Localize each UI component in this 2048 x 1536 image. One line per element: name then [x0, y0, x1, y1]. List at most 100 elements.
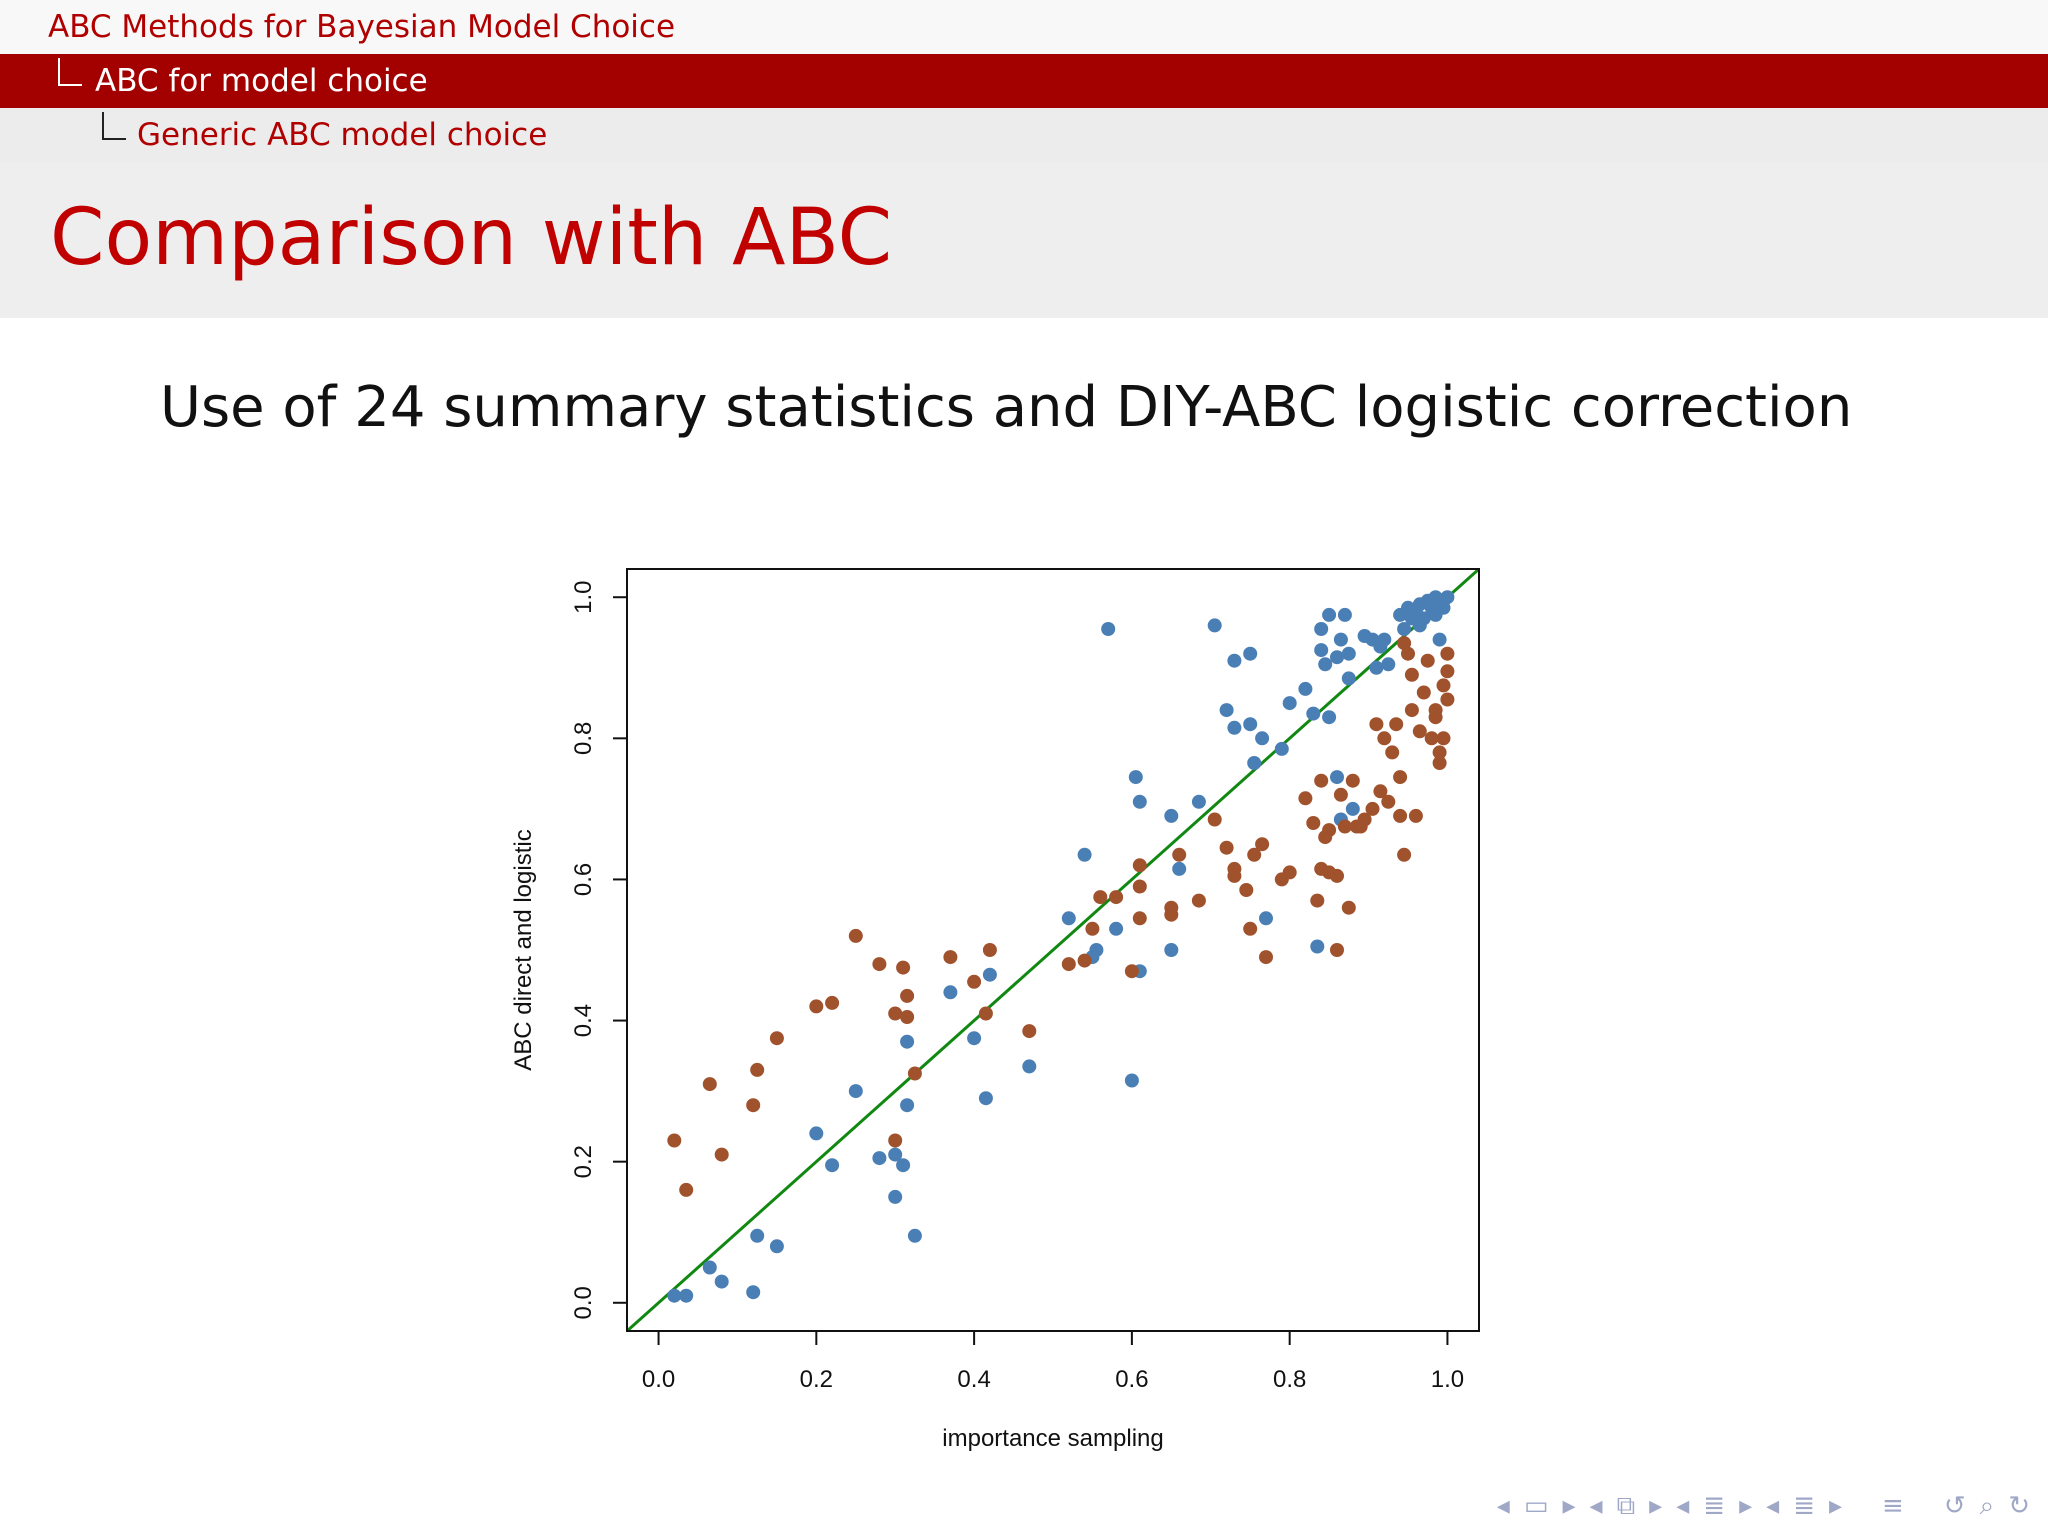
data-point-s1-38: [1227, 868, 1242, 883]
x-tick-label-4: 0.8: [1273, 1366, 1306, 1393]
x-axis-label: importance sampling: [942, 1425, 1163, 1452]
data-point-s1-86: [1440, 646, 1455, 661]
data-point-s1-65: [1373, 784, 1388, 799]
data-point-s0-55: [1330, 770, 1344, 785]
nav-prev-part-icon[interactable]: ◂: [1766, 1491, 1780, 1521]
breadcrumb-subsection[interactable]: ABC for model choice: [0, 54, 2048, 108]
data-point-s1-68: [1385, 745, 1400, 760]
frame-subtitle: Use of 24 summary statistics and DIY-ABC…: [160, 375, 1853, 440]
data-point-s1-4: [746, 1098, 761, 1113]
data-point-s1-70: [1393, 770, 1408, 785]
data-point-s0-2: [702, 1260, 717, 1275]
data-point-s1-84: [1436, 678, 1451, 693]
data-point-s1-28: [1132, 911, 1147, 926]
data-point-s0-4: [746, 1285, 761, 1300]
data-point-s1-89: [1408, 808, 1423, 823]
data-point-s0-57: [1333, 632, 1348, 647]
data-point-s1-1: [679, 1182, 694, 1197]
data-point-s1-71: [1393, 808, 1408, 823]
data-point-s1-17: [943, 950, 958, 965]
data-point-s0-59: [1337, 607, 1352, 622]
data-point-s0-39: [1227, 720, 1242, 735]
data-point-s1-11: [888, 1006, 903, 1021]
y-tick-label-4: 0.8: [570, 722, 597, 755]
y-tick-label-5: 1.0: [570, 581, 597, 614]
data-point-s1-6: [769, 1031, 784, 1046]
x-tick-label-1: 0.2: [800, 1366, 833, 1393]
data-point-s0-15: [900, 1034, 915, 1049]
data-point-s0-56: [1330, 650, 1344, 665]
x-tick-label-0: 0.0: [642, 1366, 675, 1393]
breadcrumb-section[interactable]: ABC Methods for Bayesian Model Choice: [0, 0, 2048, 54]
y-tick-label-0: 0.0: [570, 1286, 597, 1319]
data-point-s1-5: [750, 1062, 765, 1077]
nav-next-section-icon[interactable]: ▸: [1739, 1491, 1753, 1521]
data-point-s0-36: [1207, 618, 1222, 633]
nav-section-icon[interactable]: ≣: [1703, 1491, 1726, 1521]
data-point-s0-32: [1164, 808, 1179, 823]
data-point-s0-6: [769, 1239, 784, 1254]
data-point-s0-65: [1369, 660, 1384, 675]
data-point-s0-16: [907, 1228, 922, 1243]
data-point-s0-70: [1397, 622, 1412, 636]
frame-title-bar: Comparison with ABC: [0, 162, 2048, 318]
data-point-s0-62: [1345, 801, 1360, 816]
data-point-s1-0: [667, 1133, 682, 1148]
breadcrumb-subsubsection[interactable]: Generic ABC model choice: [0, 108, 2048, 162]
data-point-s1-56: [1333, 787, 1348, 802]
data-point-s0-28: [1124, 1073, 1139, 1088]
nav-next-subsection-icon[interactable]: ▸: [1649, 1491, 1663, 1521]
data-point-s0-38: [1227, 653, 1242, 668]
data-point-s1-18: [967, 974, 982, 989]
nav-part-icon[interactable]: ≣: [1793, 1491, 1815, 1521]
data-point-s0-85: [1436, 593, 1451, 608]
data-point-s0-20: [982, 967, 997, 982]
nav-next-part-icon[interactable]: ▸: [1828, 1491, 1843, 1521]
y-tick-label-1: 0.2: [570, 1145, 597, 1178]
nav-toc-icon[interactable]: ≡: [1882, 1491, 1904, 1521]
data-point-s0-45: [1274, 741, 1289, 756]
nav-search-icon[interactable]: ⌕: [1979, 1490, 1995, 1521]
data-point-s0-42: [1247, 756, 1262, 770]
data-point-s1-75: [1404, 703, 1419, 718]
data-point-s1-7: [809, 999, 824, 1014]
data-point-s1-90: [1397, 636, 1412, 651]
data-point-s1-79: [1424, 731, 1439, 746]
data-point-s1-20: [982, 943, 997, 957]
x-tick-label-3: 0.6: [1115, 1366, 1148, 1393]
data-point-s1-85: [1440, 664, 1455, 679]
data-point-s1-58: [1341, 900, 1356, 915]
nav-subsection-icon[interactable]: ⧉: [1616, 1490, 1636, 1521]
data-point-s1-22: [1061, 957, 1076, 972]
nav-prev-subsection-icon[interactable]: ◂: [1589, 1491, 1603, 1521]
data-point-s0-0: [667, 1288, 682, 1303]
data-point-s0-8: [825, 1158, 840, 1173]
nav-next-frame-icon[interactable]: ▸: [1562, 1491, 1576, 1521]
nav-frame-icon[interactable]: ▭: [1523, 1491, 1549, 1521]
data-point-s1-64: [1369, 717, 1384, 732]
data-point-s0-52: [1318, 657, 1333, 672]
data-point-s1-59: [1345, 773, 1360, 788]
breadcrumb-subsubsection-label: Generic ABC model choice: [137, 117, 548, 153]
nav-back-icon[interactable]: ↺: [1943, 1491, 1966, 1521]
data-point-s0-68: [1381, 657, 1396, 672]
identity-line: [626, 567, 1480, 1333]
data-point-s0-51: [1314, 643, 1329, 658]
data-point-s0-1: [679, 1288, 694, 1303]
data-point-s1-82: [1432, 745, 1447, 760]
data-point-s1-87: [1440, 692, 1455, 707]
data-point-s1-15: [900, 1010, 915, 1024]
tree-elbow-icon: [58, 58, 82, 86]
data-point-s1-25: [1093, 890, 1108, 905]
data-point-s0-31: [1132, 794, 1147, 809]
y-axis-label: ABC direct and logistic: [510, 829, 537, 1070]
nav-prev-section-icon[interactable]: ◂: [1676, 1491, 1690, 1521]
data-point-s1-76: [1412, 724, 1427, 739]
data-point-s0-5: [750, 1228, 765, 1243]
nav-prev-frame-icon[interactable]: ◂: [1496, 1491, 1510, 1521]
data-point-s0-37: [1219, 703, 1234, 718]
data-point-s1-8: [825, 995, 840, 1010]
nav-forward-icon[interactable]: ↻: [2008, 1491, 2030, 1521]
